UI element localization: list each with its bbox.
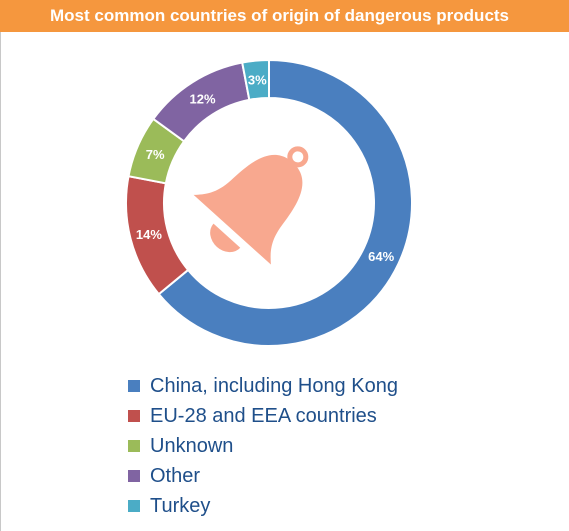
slice-data-label: 64%: [368, 249, 394, 264]
slice-data-label: 7%: [146, 147, 165, 162]
slice-data-label: 14%: [136, 227, 162, 242]
legend-label: EU-28 and EEA countries: [150, 404, 377, 427]
legend-label: Other: [150, 464, 201, 487]
legend-item: China, including Hong Kong: [128, 371, 398, 401]
donut-slice: [157, 58, 413, 347]
legend-item: EU-28 and EEA countries: [128, 401, 398, 431]
donut-chart: 64% 14% 7% 12% 3%: [125, 58, 413, 347]
donut-slice: [241, 58, 270, 102]
legend-item: Turkey: [128, 491, 398, 521]
bell-icon: [193, 146, 309, 265]
legend-swatch: [128, 470, 140, 482]
legend-swatch: [128, 500, 140, 512]
chart-title: Most common countries of origin of dange…: [0, 0, 569, 32]
legend-label: Turkey: [150, 494, 211, 517]
chart-legend: China, including Hong Kong EU-28 and EEA …: [128, 371, 398, 521]
legend-swatch: [128, 440, 140, 452]
legend-label: China, including Hong Kong: [150, 374, 398, 397]
legend-item: Unknown: [128, 431, 398, 461]
left-border: [0, 0, 1, 531]
legend-swatch: [128, 380, 140, 392]
slice-data-label: 3%: [248, 73, 267, 88]
legend-item: Other: [128, 461, 398, 491]
legend-swatch: [128, 410, 140, 422]
legend-label: Unknown: [150, 434, 234, 457]
slice-data-label: 12%: [190, 91, 216, 106]
